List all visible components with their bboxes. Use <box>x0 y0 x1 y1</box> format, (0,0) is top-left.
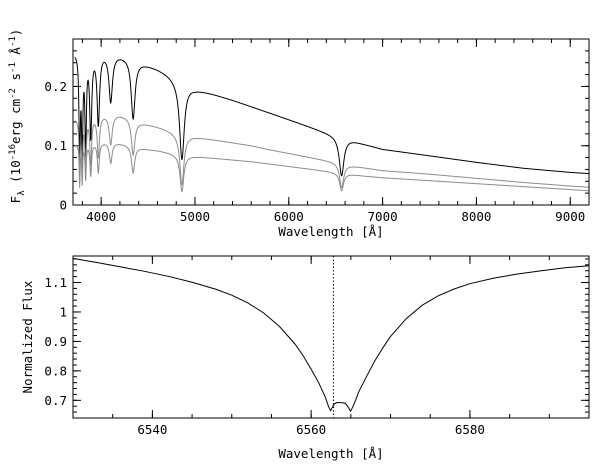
y-tick-label: 0.1 <box>44 138 67 153</box>
x-tick-label: 6560 <box>296 422 326 437</box>
bottom-x-axis-label: Wavelength [Å] <box>278 446 383 461</box>
y-tick-label: 0 <box>59 198 67 213</box>
spectrum-line-2 <box>74 116 589 189</box>
ylabel-exp4: -1 <box>8 36 18 47</box>
bottom-x-tick-labels: 6540 6560 6580 <box>137 422 485 437</box>
bottom-ticks <box>72 256 590 419</box>
top-series-group <box>74 57 589 193</box>
spectrum-panel: 4000 5000 6000 7000 8000 9000 0 0.1 0.2 Wavelen… <box>8 29 590 239</box>
ylabel-base: F <box>8 196 23 204</box>
y-tick-label: 0.7 <box>44 393 67 408</box>
ylabel-mid2: s <box>8 73 23 88</box>
ylabel-exp1: -16 <box>8 144 18 160</box>
top-x-axis-label: Wavelength [Å] <box>278 224 383 239</box>
y-tick-label: 1 <box>59 304 67 319</box>
ylabel-mid1: erg cm <box>8 99 23 144</box>
spectrum-line-1 <box>74 57 589 177</box>
ylabel-mid3: Å <box>8 47 23 63</box>
top-plot-frame <box>72 38 590 206</box>
y-tick-label: 0.8 <box>44 363 67 378</box>
x-tick-label: 4000 <box>86 209 116 224</box>
bottom-y-tick-labels: 0.7 0.8 0.9 1 1.1 <box>44 275 67 408</box>
x-tick-label: 5000 <box>180 209 210 224</box>
bottom-plot-frame <box>72 255 590 419</box>
ylabel-sub: λ <box>17 190 27 196</box>
x-tick-label: 6580 <box>455 422 485 437</box>
x-tick-label: 7000 <box>368 209 398 224</box>
x-tick-label: 6000 <box>274 209 304 224</box>
x-tick-label: 6540 <box>137 422 167 437</box>
top-y-tick-labels: 0 0.1 0.2 <box>44 79 67 213</box>
top-ticks <box>73 38 590 206</box>
spectrum-line-1 <box>72 257 590 413</box>
x-tick-label: 9000 <box>555 209 585 224</box>
top-x-tick-labels: 4000 5000 6000 7000 8000 9000 <box>86 209 585 224</box>
ylabel-exp3: -1 <box>8 62 18 73</box>
top-y-axis-label: Fλ (10-16erg cm-2 s-1 Å-1) <box>8 29 27 204</box>
x-tick-label: 8000 <box>461 209 491 224</box>
ylabel-post: ) <box>8 29 23 37</box>
y-tick-label: 0.9 <box>44 334 67 349</box>
bottom-y-axis-label: Normalized Flux <box>20 280 35 393</box>
ylabel-pre: (10 <box>8 160 23 190</box>
bottom-series-group <box>72 257 590 413</box>
spectrum-line-3 <box>74 144 589 193</box>
ylabel-exp2: -2 <box>8 88 18 99</box>
y-tick-label: 0.2 <box>44 79 67 94</box>
y-tick-label: 1.1 <box>44 275 67 290</box>
halpha-panel: 6540 6560 6580 0.7 0.8 0.9 1 1.1 Wavelength [Å… <box>20 255 590 461</box>
